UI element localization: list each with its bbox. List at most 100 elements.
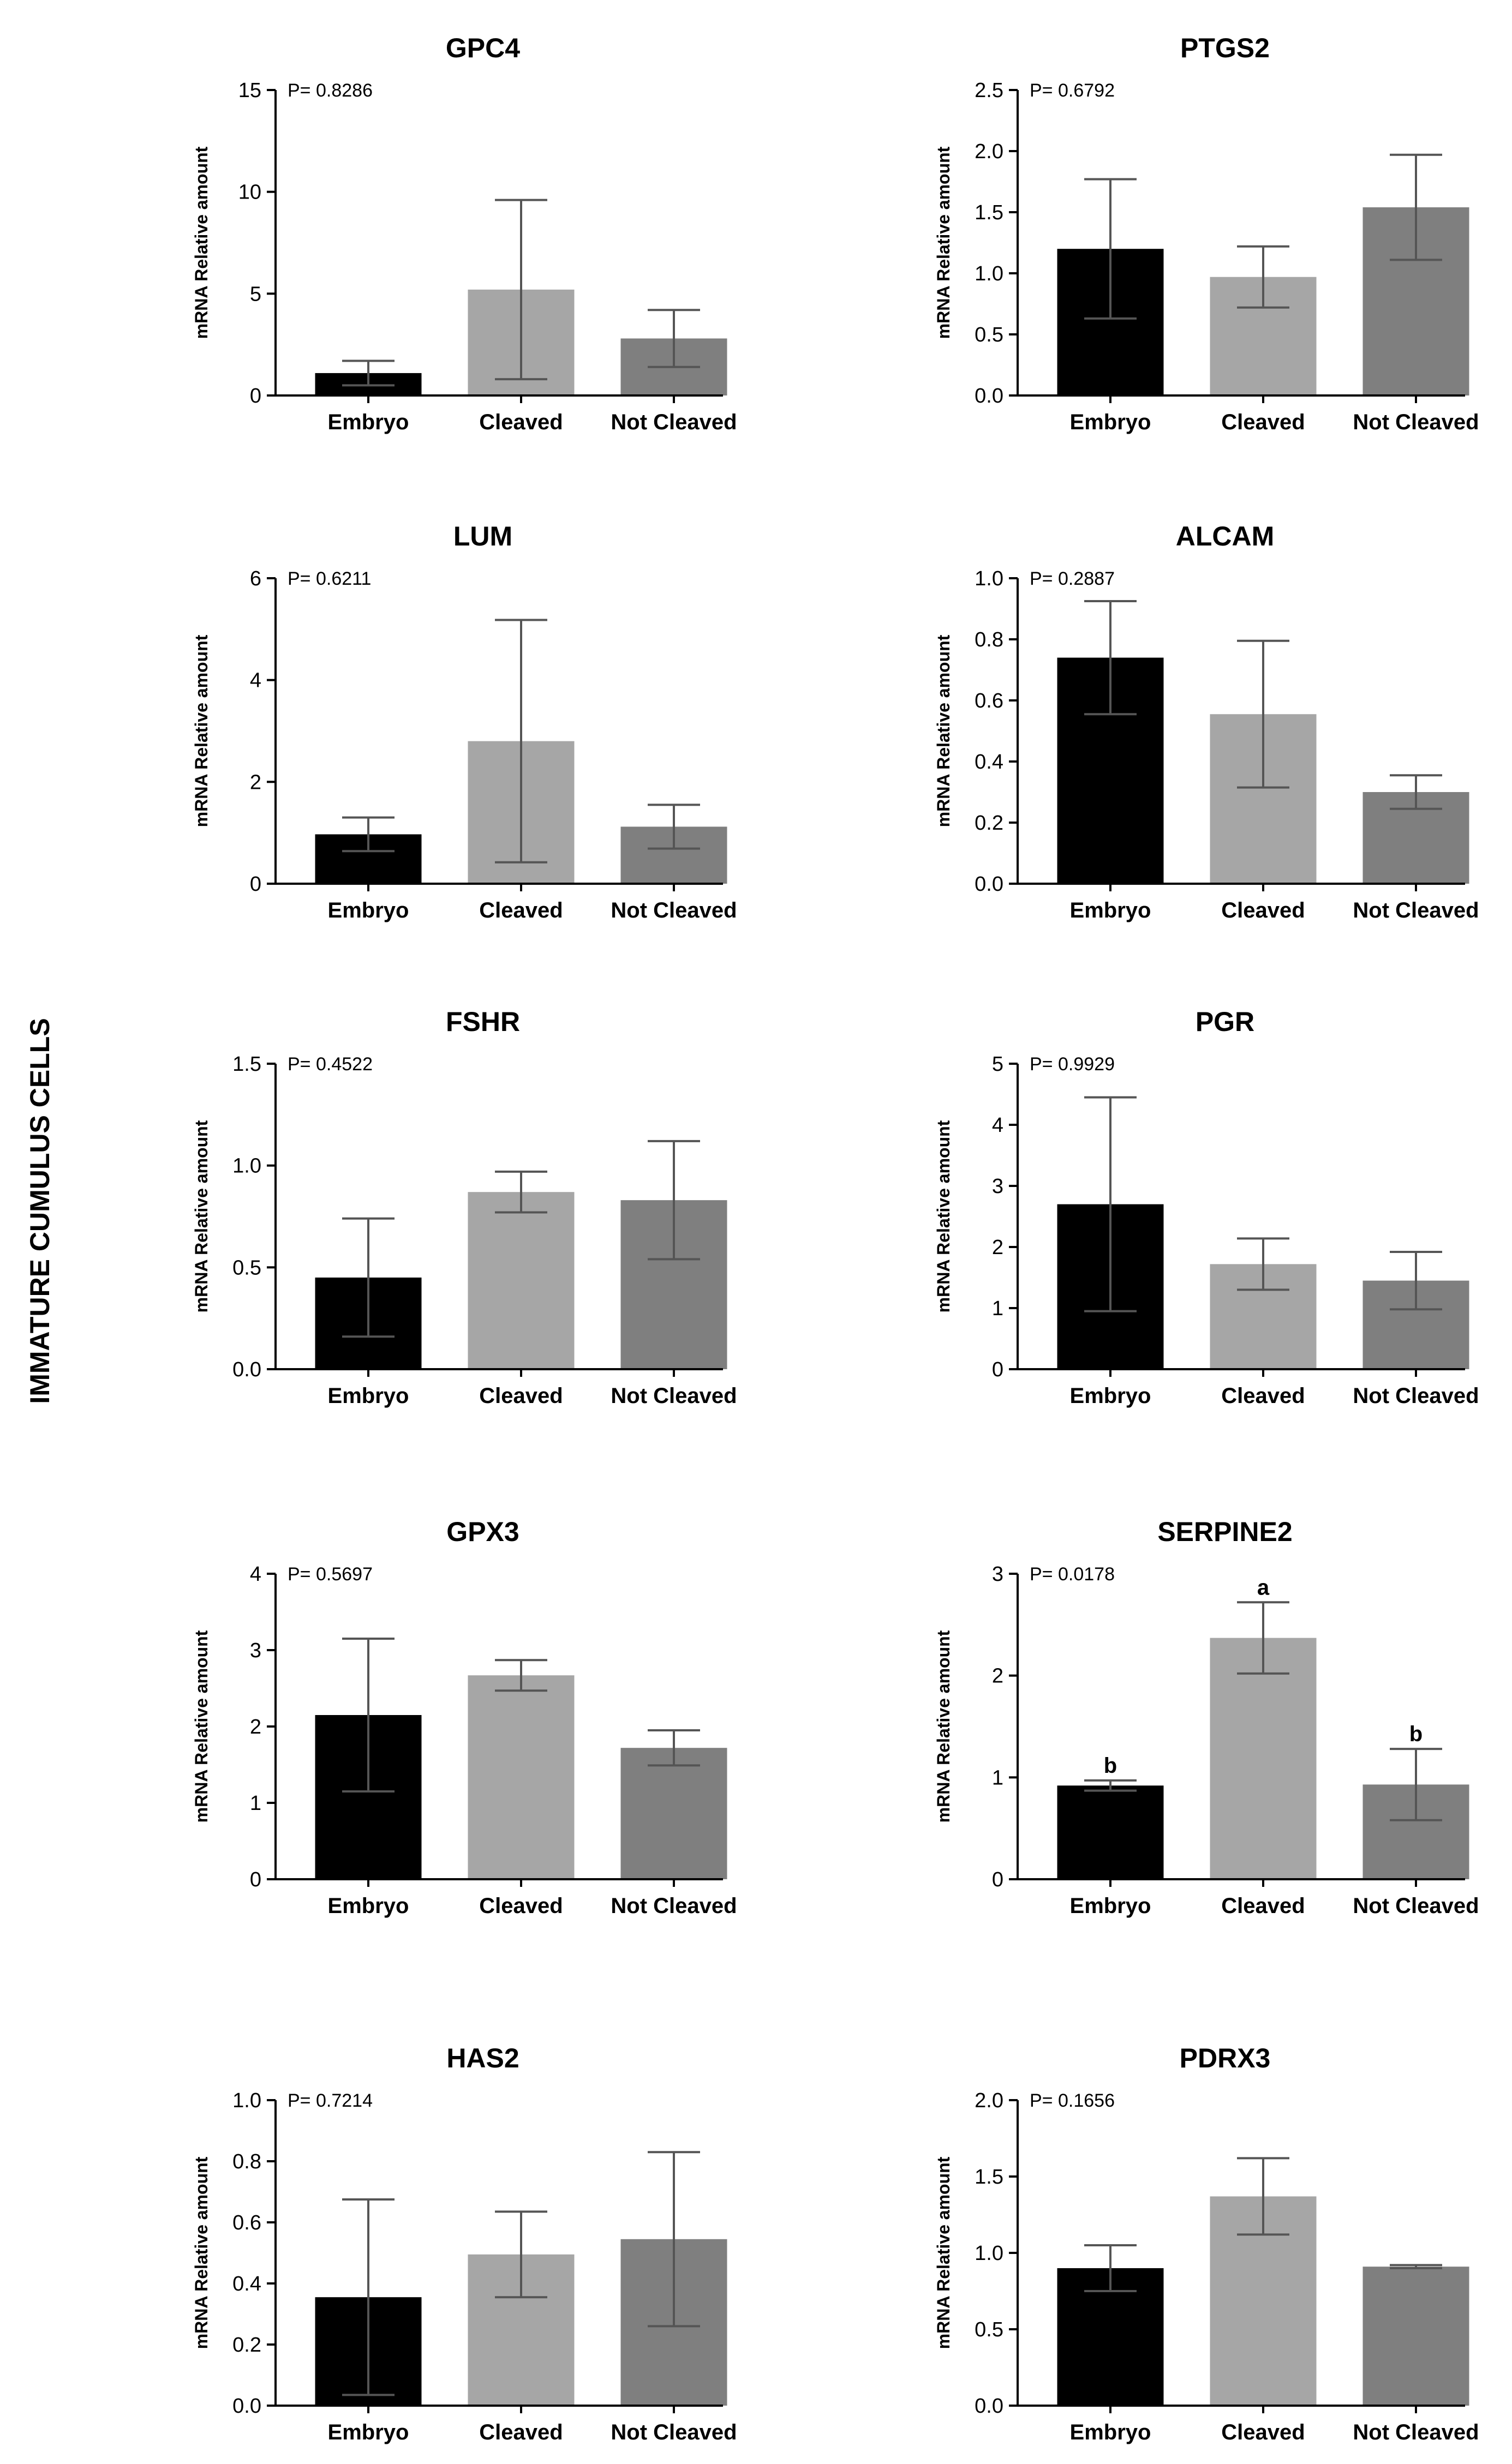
chart-5-error-bar-0 [1084,1096,1137,1312]
chart-0-error-bar-2 [648,309,700,368]
chart-9-title: PDRX3 [1180,2043,1271,2073]
chart-8-ytick-label-2: 0.4 [232,2273,261,2295]
chart-1-error-bar-0 [1084,178,1137,320]
chart-4-panel: FSHR mRNA Relative amount Embryo Cleaved Not… [192,1006,737,1408]
chart-0-error-bar-1 [495,199,547,381]
chart-0-ytick-label-3: 15 [238,79,261,102]
chart-4-ytick-label-3: 1.5 [232,1053,261,1076]
chart-7-ytick-label-1: 1 [992,1766,1003,1789]
chart-4-pvalue: P= 0.4522 [288,1054,373,1075]
chart-2-ytick-label-0: 0 [250,873,261,896]
chart-8-ylabel: mRNA Relative amount [192,2156,211,2349]
chart-1-title: PTGS2 [1180,33,1270,63]
chart-8-error-bar-0 [342,2198,395,2396]
chart-6-error-bar-2 [648,1729,700,1767]
chart-3-ylabel: mRNA Relative amount [934,634,953,827]
chart-5-error-bar-1 [1237,1237,1289,1291]
chart-7-ytick-label-2: 2 [992,1665,1003,1688]
chart-1-error-bar-2 [1390,153,1442,261]
chart-0-panel: GPC4 mRNA Relative amount Embryo Cleaved Not… [192,33,737,434]
chart-7-panel: SERPINE2 mRNA Relative amount b Embryo a Clea… [934,1516,1479,1918]
chart-5-xtick-label-1: Cleaved [1221,1384,1305,1408]
chart-3-error-bar-1 [1237,639,1289,789]
chart-panels: GPC4 mRNA Relative amount Embryo Cleaved Not… [192,33,1479,2444]
chart-1-xtick-label-1: Cleaved [1221,410,1305,434]
chart-8-xtick-label-1: Cleaved [479,2420,563,2444]
chart-2-error-bar-1 [495,619,547,864]
chart-1-pvalue: P= 0.6792 [1030,80,1115,101]
chart-1-ytick-label-4: 2.0 [975,140,1003,163]
chart-7-error-bar-2 [1390,1748,1442,1821]
chart-9-xtick-label-2: Not Cleaved [1353,2420,1479,2444]
chart-7-title: SERPINE2 [1157,1516,1292,1547]
chart-1-ytick-label-2: 1.0 [975,262,1003,285]
chart-6-bar-2 [620,1748,727,1879]
chart-8-panel: HAS2 mRNA Relative amount Embryo Cleaved Not… [192,2043,737,2444]
chart-4-xtick-label-0: Embryo [328,1384,409,1408]
chart-2-xtick-label-0: Embryo [328,898,409,922]
chart-6-ytick-label-0: 0 [250,1868,261,1891]
chart-3-xtick-label-0: Embryo [1070,898,1151,922]
chart-9-xtick-label-1: Cleaved [1221,2420,1305,2444]
chart-9-ytick-label-1: 0.5 [975,2318,1003,2341]
chart-7-bar-0 [1057,1785,1164,1879]
chart-4-error-bar-2 [648,1140,700,1261]
chart-3-panel: ALCAM mRNA Relative amount Embryo Cleaved No… [934,521,1479,922]
chart-9-error-bar-0 [1084,2244,1137,2292]
chart-3-ytick-label-5: 1.0 [975,567,1003,590]
chart-1-ytick-label-5: 2.5 [975,79,1003,102]
chart-1-xtick-label-0: Embryo [1070,410,1151,434]
chart-7-xtick-label-1: Cleaved [1221,1894,1305,1918]
chart-5-xtick-label-2: Not Cleaved [1353,1384,1479,1408]
chart-1-ytick-label-1: 0.5 [975,323,1003,346]
chart-7-xtick-label-2: Not Cleaved [1353,1894,1479,1918]
chart-6-ytick-label-3: 3 [250,1639,261,1662]
chart-3-title: ALCAM [1176,521,1275,551]
chart-5-ylabel: mRNA Relative amount [934,1120,953,1312]
chart-1-error-bar-1 [1237,245,1289,309]
chart-0-title: GPC4 [446,33,520,63]
chart-3-ytick-label-3: 0.6 [975,690,1003,712]
chart-5-panel: PGR mRNA Relative amount Embryo Cleaved Not … [934,1006,1479,1408]
chart-6-error-bar-0 [342,1638,395,1792]
chart-5-ytick-label-2: 2 [992,1236,1003,1259]
chart-6-ytick-label-1: 1 [250,1792,261,1815]
chart-7-error-bar-0 [1084,1779,1137,1792]
chart-6-panel: GPX3 mRNA Relative amount Embryo Cleaved Not… [192,1516,737,1918]
chart-9-ytick-label-4: 2.0 [975,2089,1003,2112]
chart-7-sig-letter-0: b [1104,1754,1117,1778]
chart-7-ylabel: mRNA Relative amount [934,1630,953,1822]
chart-2-ytick-label-1: 2 [250,771,261,794]
chart-3-error-bar-2 [1390,774,1442,810]
chart-8-xtick-label-0: Embryo [328,2420,409,2444]
chart-9-bar-2 [1362,2267,1469,2406]
chart-8-xtick-label-2: Not Cleaved [611,2420,737,2444]
chart-9-pvalue: P= 0.1656 [1030,2090,1115,2111]
chart-9-error-bar-2 [1390,2264,1442,2269]
chart-1-ylabel: mRNA Relative amount [934,146,953,339]
chart-2-title: LUM [453,521,512,551]
chart-6-error-bar-1 [495,1659,547,1692]
chart-0-ytick-label-1: 5 [250,283,261,305]
chart-8-title: HAS2 [446,2043,519,2073]
chart-5-ytick-label-3: 3 [992,1175,1003,1198]
chart-5-error-bar-2 [1390,1250,1442,1311]
chart-3-ytick-label-1: 0.2 [975,812,1003,835]
chart-4-xtick-label-1: Cleaved [479,1384,563,1408]
chart-0-ylabel: mRNA Relative amount [192,146,211,339]
chart-7-error-bar-1 [1237,1601,1289,1675]
chart-2-error-bar-0 [342,816,395,853]
chart-6-xtick-label-1: Cleaved [479,1894,563,1918]
chart-5-title: PGR [1196,1006,1254,1037]
chart-1-ytick-label-0: 0.0 [975,385,1003,407]
chart-1-xtick-label-2: Not Cleaved [1353,410,1479,434]
chart-6-ytick-label-2: 2 [250,1716,261,1738]
side-label: IMMATURE CUMULUS CELLS [25,1018,55,1404]
chart-9-ylabel: mRNA Relative amount [934,2156,953,2349]
chart-7-sig-letter-1: a [1257,1575,1270,1599]
chart-9-panel: PDRX3 mRNA Relative amount Embryo Cleaved No… [934,2043,1479,2444]
chart-5-pvalue: P= 0.9929 [1030,1054,1115,1075]
chart-6-bar-1 [468,1675,575,1879]
chart-7-ytick-label-0: 0 [992,1868,1003,1891]
